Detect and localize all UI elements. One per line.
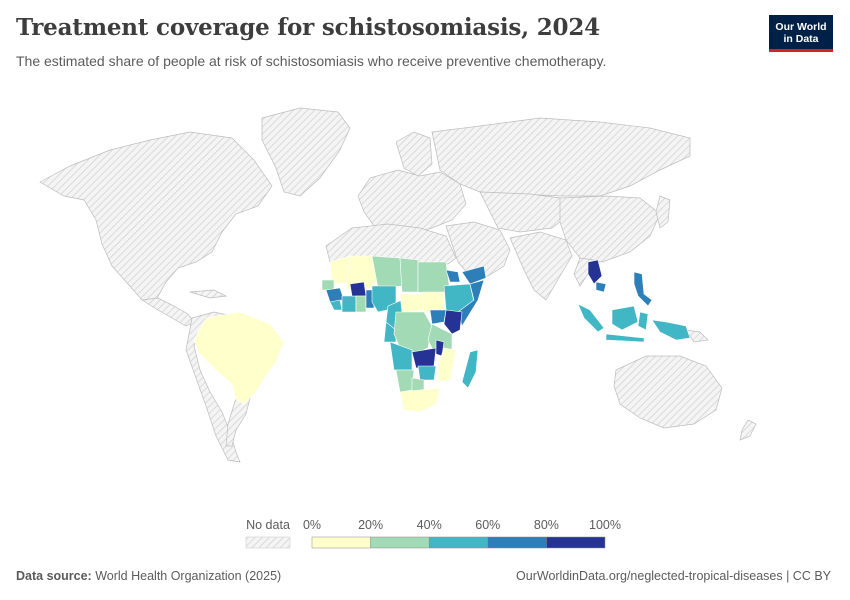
data-source: Data source: World Health Organization (… xyxy=(16,569,281,583)
country-laos[interactable] xyxy=(587,259,603,285)
region-china-east-asia[interactable] xyxy=(559,195,661,263)
country-burkina-faso[interactable] xyxy=(349,281,367,297)
country-indonesia-east[interactable] xyxy=(651,319,691,341)
region-scandinavia[interactable] xyxy=(395,131,433,177)
country-cote-divoire[interactable] xyxy=(341,295,357,313)
country-sumatra[interactable] xyxy=(577,303,605,333)
legend-bin-40-60 xyxy=(428,536,489,549)
legend-no-data-label: No data xyxy=(246,518,290,532)
legend-tick-60: 60% xyxy=(475,518,500,532)
country-eritrea[interactable] xyxy=(445,269,461,283)
country-java[interactable] xyxy=(605,333,645,343)
country-ghana[interactable] xyxy=(355,295,367,313)
chart-title: Treatment coverage for schistosomiasis, … xyxy=(16,14,600,41)
region-greenland[interactable] xyxy=(261,107,351,197)
region-southern-cone[interactable] xyxy=(225,397,251,447)
url-license[interactable]: OurWorldinData.org/neglected-tropical-di… xyxy=(516,569,831,583)
country-chad[interactable] xyxy=(399,257,419,293)
world-map[interactable] xyxy=(0,78,850,518)
region-australia[interactable] xyxy=(613,355,723,429)
legend-bin-80-100 xyxy=(546,536,606,549)
country-brazil[interactable] xyxy=(193,311,285,405)
logo-line-1: Our World xyxy=(775,21,827,33)
legend-no-data-swatch xyxy=(245,536,291,549)
legend-bin-20-40 xyxy=(370,536,430,549)
country-uganda[interactable] xyxy=(429,309,447,325)
country-senegal-region[interactable] xyxy=(321,279,335,291)
country-guinea[interactable] xyxy=(325,287,345,303)
owid-logo[interactable]: Our World in Data xyxy=(769,15,833,52)
country-yemen[interactable] xyxy=(461,265,487,285)
country-borneo[interactable] xyxy=(611,305,639,331)
country-namibia[interactable] xyxy=(395,369,415,393)
chart-subtitle: The estimated share of people at risk of… xyxy=(16,53,607,69)
country-cambodia[interactable] xyxy=(595,281,607,293)
country-kenya[interactable] xyxy=(443,309,463,335)
legend-bin-0-20 xyxy=(311,536,371,549)
region-russia[interactable] xyxy=(431,117,691,197)
country-madagascar[interactable] xyxy=(461,349,479,389)
country-somalia[interactable] xyxy=(457,279,485,327)
country-mozambique[interactable] xyxy=(437,347,457,383)
data-source-value[interactable]: World Health Organization (2025) xyxy=(95,569,282,583)
region-caribbean[interactable] xyxy=(189,289,228,299)
logo-line-2: in Data xyxy=(783,33,819,45)
region-north-america[interactable] xyxy=(39,131,273,301)
region-europe[interactable] xyxy=(357,169,467,235)
country-south-sudan[interactable] xyxy=(421,291,445,313)
country-car[interactable] xyxy=(399,293,425,313)
country-sierra-leone[interactable] xyxy=(329,299,343,311)
legend-bin-60-80 xyxy=(487,536,547,549)
legend-tick-80: 80% xyxy=(534,518,559,532)
country-gabon-congo[interactable] xyxy=(383,321,397,343)
region-papua[interactable] xyxy=(685,329,709,343)
data-source-label: Data source: xyxy=(16,569,92,583)
legend-tick-20: 20% xyxy=(358,518,383,532)
country-sulawesi[interactable] xyxy=(637,311,649,331)
region-new-zealand[interactable] xyxy=(739,419,757,441)
legend-tick-100: 100% xyxy=(589,518,621,532)
legend-bins xyxy=(311,536,606,549)
country-philippines[interactable] xyxy=(633,271,653,307)
region-south-asia[interactable] xyxy=(509,231,573,301)
legend-tick-40: 40% xyxy=(417,518,442,532)
region-central-asia[interactable] xyxy=(479,191,571,233)
region-middle-east[interactable] xyxy=(445,221,511,277)
legend-tick-0: 0% xyxy=(303,518,321,532)
country-zimbabwe[interactable] xyxy=(417,365,437,381)
region-central-america[interactable] xyxy=(140,297,195,327)
country-south-africa[interactable] xyxy=(399,387,441,413)
region-japan[interactable] xyxy=(655,195,671,229)
